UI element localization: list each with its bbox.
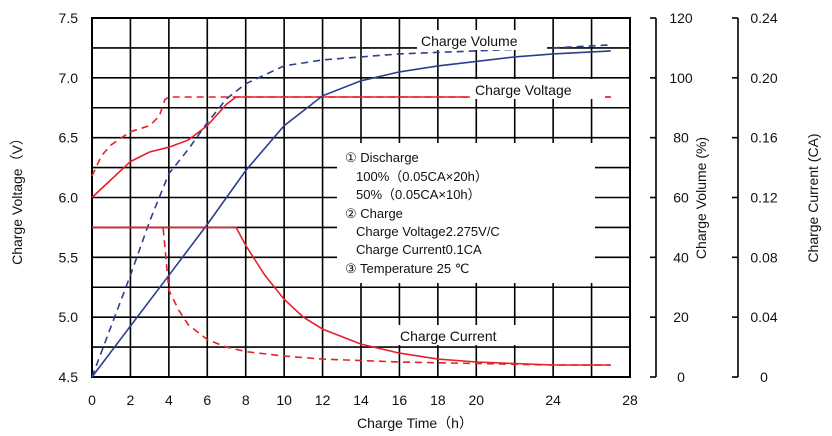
- voltage-tick-label-1: 5.0: [59, 309, 79, 325]
- voltage-tick-label-3: 6.0: [59, 190, 79, 206]
- series-current-solid-5: [92, 226, 611, 366]
- y-axis-volume-title: Charge Volume (%): [693, 137, 709, 259]
- voltage-tick-label-6: 7.5: [59, 10, 79, 26]
- x-tick-label-8: 16: [392, 392, 408, 408]
- voltage-tick-label-5: 7.0: [59, 70, 79, 86]
- series-volume-dashed-2: [91, 44, 611, 378]
- x-tick-label-6: 12: [315, 392, 331, 408]
- voltage-tick-label-4: 6.5: [59, 130, 79, 146]
- conditions-line-6: Charge Current0.1CA: [356, 242, 482, 257]
- current-tick-label-3: 0.12: [750, 190, 777, 206]
- current-tick-label-1: 0.04: [750, 309, 777, 325]
- current-tick-label-5: 0.20: [750, 70, 777, 86]
- volume-tick-label-5: 100: [669, 70, 693, 86]
- conditions-line-1: ① Discharge: [345, 150, 419, 165]
- volume-tick-label-0: 0: [677, 369, 685, 385]
- x-tick-label-11: 24: [545, 392, 561, 408]
- volume-tick-label-4: 80: [673, 130, 689, 146]
- x-tick-label-0: 0: [88, 392, 96, 408]
- series-current-dashed-4: [92, 226, 611, 366]
- y-axis-voltage-title: Charge Voltage（V）: [9, 131, 25, 265]
- y-axis-current-title: Charge Current (CA): [805, 133, 821, 262]
- x-tick-label-3: 6: [203, 392, 211, 408]
- x-tick-label-1: 2: [127, 392, 135, 408]
- conditions-box-bg: [337, 143, 595, 283]
- x-tick-label-5: 10: [276, 392, 292, 408]
- current-tick-label-4: 0.16: [750, 130, 777, 146]
- series-voltage-dashed-0: [91, 96, 611, 177]
- conditions-line-4: ② Charge: [345, 206, 403, 221]
- charge-voltage-label: Charge Voltage: [475, 82, 572, 98]
- x-tick-label-12: 28: [622, 392, 638, 408]
- current-tick-label-2: 0.08: [750, 249, 777, 265]
- charge-volume-label: Charge Volume: [421, 33, 518, 49]
- x-tick-label-10: 20: [468, 392, 484, 408]
- x-tick-label-9: 18: [430, 392, 446, 408]
- conditions-line-5: Charge Voltage2.275V/C: [356, 224, 500, 239]
- series-volume-solid-3: [91, 50, 611, 378]
- current-label-bg: [396, 325, 527, 345]
- volume-tick-label-6: 120: [669, 10, 693, 26]
- voltage-tick-label-2: 5.5: [59, 249, 79, 265]
- conditions-line-2: 100%（0.05CA×20h）: [356, 169, 488, 184]
- volume-tick-label-2: 40: [673, 249, 689, 265]
- conditions-box: ① Discharge 100%（0.05CA×20h） 50%（0.05CA×…: [337, 143, 595, 283]
- series-voltage-solid-1: [91, 96, 611, 199]
- x-tick-label-4: 8: [242, 392, 250, 408]
- current-tick-label-0: 0: [760, 369, 768, 385]
- volume-tick-label-3: 60: [673, 190, 689, 206]
- charge-current-label: Charge Current: [400, 328, 497, 344]
- conditions-line-3: 50%（0.05CA×10h）: [356, 187, 481, 202]
- volume-label-bg: [417, 30, 547, 50]
- voltage-label-bg: [470, 79, 605, 99]
- volume-tick-label-1: 20: [673, 309, 689, 325]
- conditions-line-7: ③ Temperature 25 ℃: [345, 261, 469, 276]
- x-tick-label-2: 4: [165, 392, 173, 408]
- x-tick-label-7: 14: [353, 392, 369, 408]
- voltage-tick-label-0: 4.5: [59, 369, 79, 385]
- x-axis-title: Charge Time（h）: [357, 415, 473, 431]
- axes-group: 0 2 4 6 8 10 12 14 16 18 20 24 284.55.05.56.06.57.07…: [59, 10, 778, 408]
- current-tick-label-6: 0.24: [750, 10, 777, 26]
- series-group: [91, 44, 611, 378]
- curve-labels: Charge Volume Charge Voltage Charge Curr…: [396, 30, 605, 345]
